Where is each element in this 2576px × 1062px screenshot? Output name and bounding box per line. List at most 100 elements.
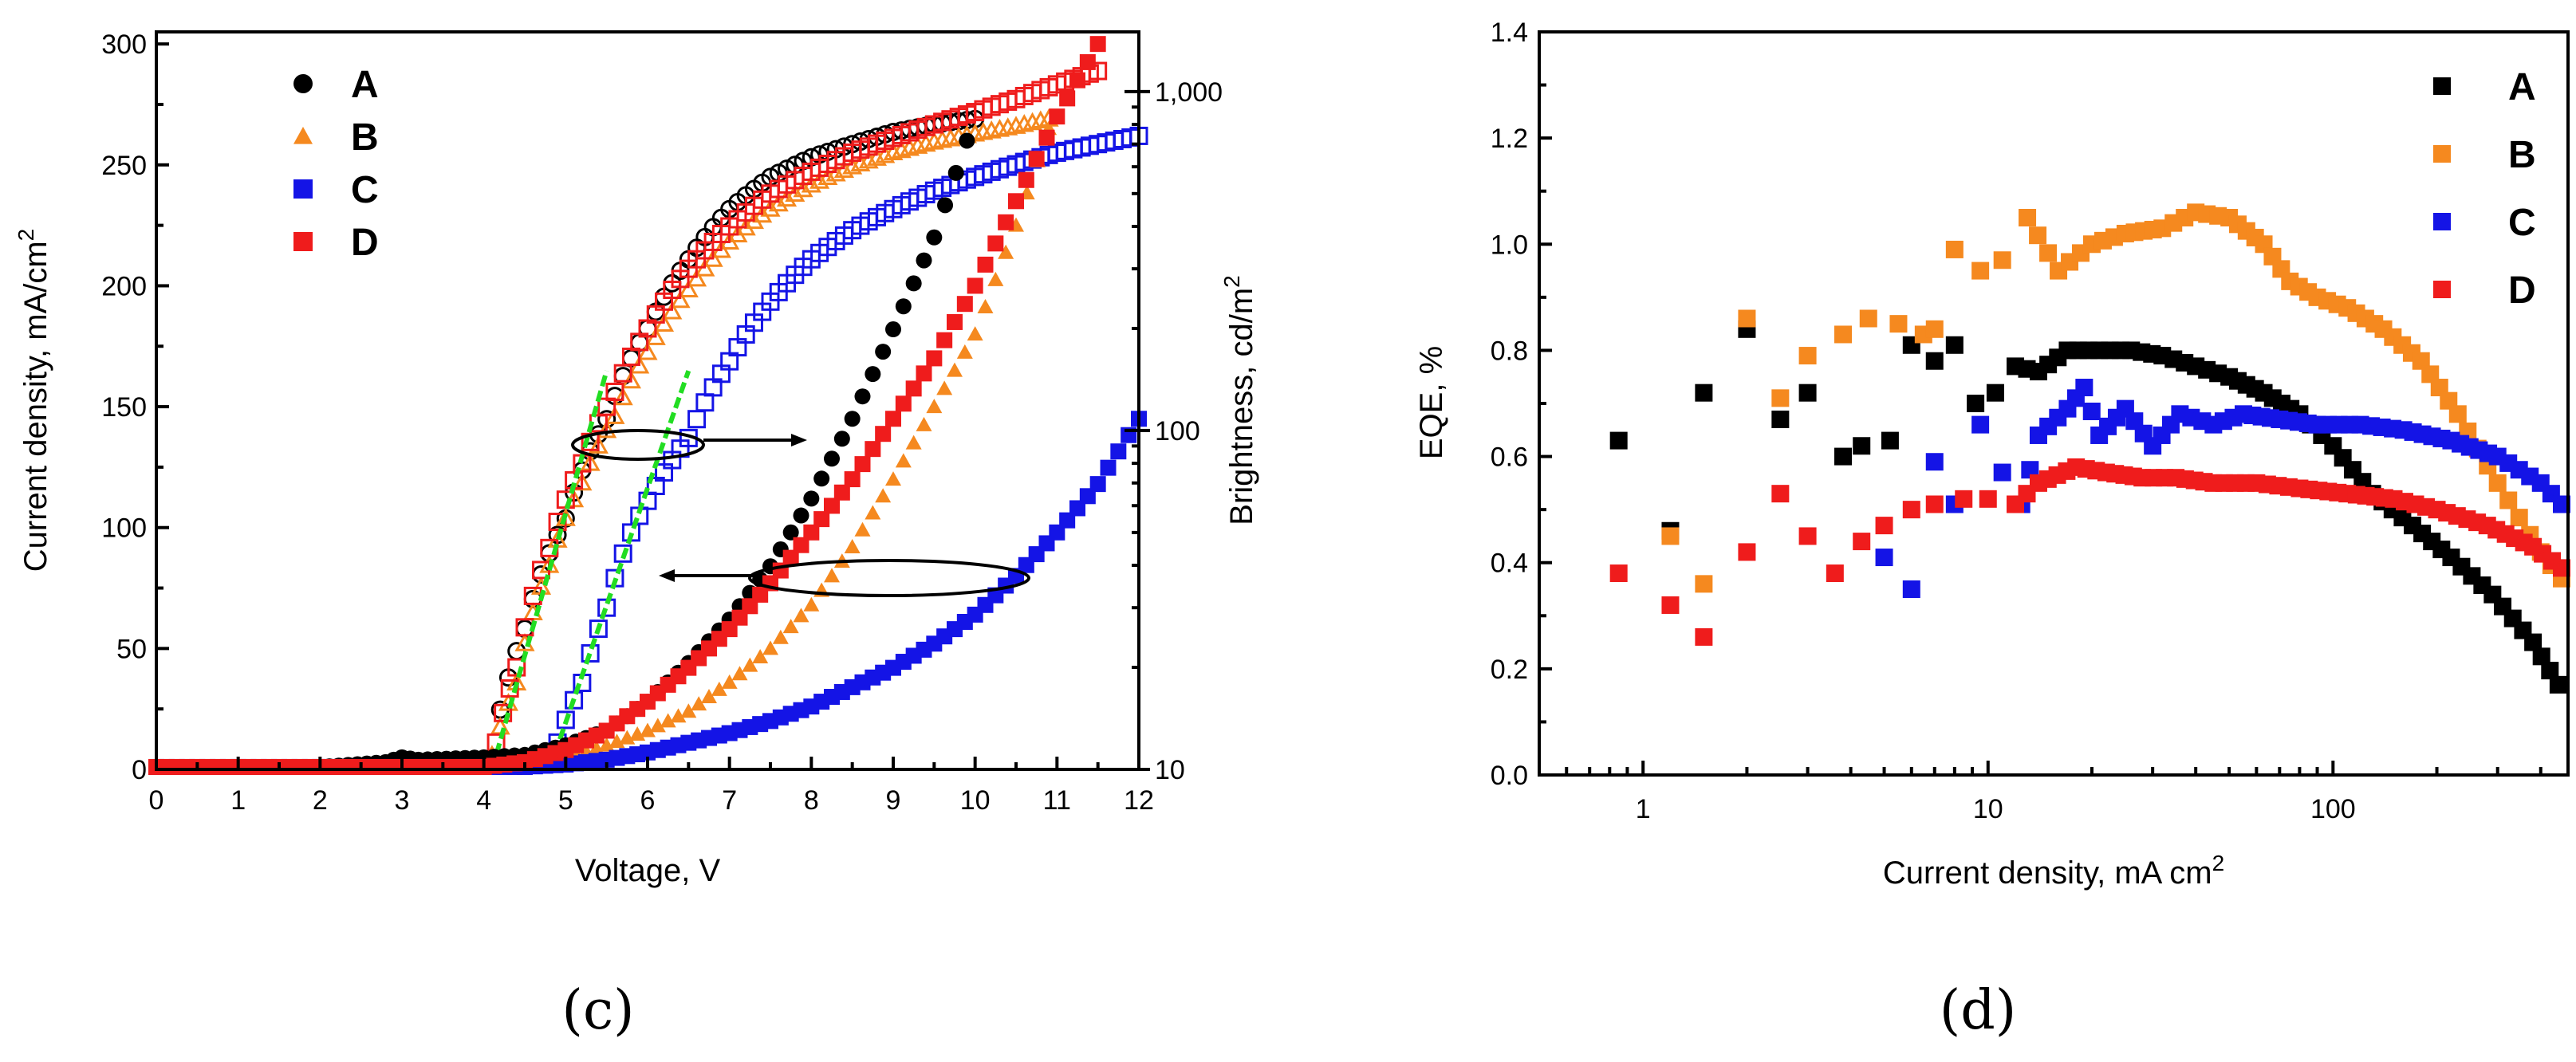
chart-c-brightness-point-b [637,341,658,360]
chart-d-y-tick-label: 0.8 [1491,336,1528,366]
chart-c-brightness-point-b [612,387,633,406]
chart-c-current-point-d [1089,36,1106,53]
chart-d-point-b [1925,320,1944,338]
chart-c-current-point-b [660,713,676,728]
chart-c-current-point-c [1079,488,1096,505]
chart-c-brightness-point-b [687,268,707,287]
chart-c-current-point-d [947,313,963,330]
chart-c-legend-label: B [351,116,379,159]
chart-d-plot-frame [1538,30,2570,777]
chart-c-current-point-d [885,411,901,427]
chart-d-point-a [1986,384,2004,402]
chart-c-current-point-b [649,718,666,733]
chart-c-y2-tick-label: 100 [1155,416,1200,446]
chart-c-x-tick-label: 7 [722,785,737,816]
chart-c-current-point-a [833,431,850,447]
chart-c-current-point-b [691,696,707,711]
chart-c-current-point-d [844,471,861,488]
chart-d-point-b [1738,309,1756,328]
chart-c-current-point-c [1110,443,1127,460]
chart-d-point-a [1967,395,1985,412]
chart-d-point-c [1875,549,1893,567]
chart-d-point-b [1771,389,1790,407]
chart-c-current-point-b [772,629,789,644]
chart-c-brightness-point-b [597,419,617,439]
chart-d-x-tick-label: 100 [2310,794,2356,824]
chart-d-marks [1609,203,2571,694]
chart-c-current-point-b [998,244,1014,259]
chart-d-point-a [1925,352,1944,370]
chart-d-point-c [1902,580,1920,598]
chart-d-point-d [1771,485,1790,503]
chart-c-brightness-point-b [833,159,854,179]
chart-c-brightness-point-d [494,703,513,722]
chart-d-point-b [2440,391,2458,410]
chart-d-y-axis-label: EQE, % [1414,346,1449,459]
chart-c-current-point-b [967,326,983,341]
chart-c-current-point-b [936,380,953,395]
chart-c-current-point-a [813,470,830,487]
chart-d-point-c [2021,461,2039,479]
chart-d-point-c [2553,495,2571,513]
chart-d-point-c [2075,379,2093,397]
chart-c-legend-marker-c [293,179,313,199]
chart-c-current-point-d [875,426,892,442]
chart-c-current-point-d [854,456,871,473]
chart-c-current-point-d [967,277,983,294]
chart-c-y-tick-label: 0 [132,755,147,785]
chart-c-y-ticks: 0 50 100 150 200 250 300 [101,30,169,785]
chart-c-current-point-b [762,640,778,655]
chart-c-x-ticks: 0 1 2 3 4 5 6 7 8 9 10 11 12 [149,757,1154,816]
chart-c-current-point-d [936,332,953,348]
chart-d-legend-marker-d [2433,281,2451,298]
chart-d-point-a [2549,675,2567,694]
chart-d-legend-label: A [2508,66,2536,108]
chart-d-point-a [1695,384,1713,402]
chart-d-point-b [1798,347,1817,365]
chart-c-current-point-c [1049,524,1065,541]
chart-d-point-d [1609,564,1628,583]
chart-c-current-point-c [1100,459,1117,476]
chart-c-brightness-point-b [850,153,871,171]
chart-c-current-point-b [916,416,932,431]
chart-c-current-point-b [854,521,871,537]
chart-d: 1 10 100 0.0 0.2 0.4 0.6 0.8 1.0 1.2 1.4 Current … [1414,18,2571,1042]
chart-d-point-b [1834,325,1853,344]
chart-d-point-c [1925,453,1944,471]
chart-c-current-point-a [916,252,932,269]
chart-c-current-point-b [875,488,892,503]
chart-d-point-b [2421,365,2440,384]
chart-c-current-point-b [844,538,861,553]
chart-d-x-tick-label: 1 [1636,794,1651,824]
chart-d-point-d [2553,559,2571,577]
chart-d-point-b [2019,209,2037,226]
chart-c-x-tick-label: 1 [230,785,246,816]
chart-c-brightness-point-c [589,620,608,639]
chart-c-y2-tick-label: 10 [1155,755,1185,785]
chart-c-current-point-d [916,365,932,382]
chart-c-current-point-d [987,235,1004,252]
chart-c-x-tick-label: 10 [960,785,991,816]
chart-c-current-point-b [793,608,809,623]
chart-d-point-a [1853,437,1871,455]
chart-c-current-point-a [865,366,881,383]
chart-c-y-tick-label: 100 [101,513,147,544]
chart-d-legend-label: C [2508,202,2536,244]
chart-d-point-a [1834,447,1853,466]
chart-d-point-b [2412,352,2430,370]
chart-c-current-point-d [782,549,799,566]
chart-c-brightness-point-b [678,279,699,298]
chart-c-x-axis-label: Voltage, V [575,853,721,888]
chart-c-current-point-b [956,344,973,359]
chart-c-current-point-a [854,388,871,405]
chart-c-current-point-a [905,275,922,292]
chart-c-brightness-point-b [768,193,789,212]
chart-d-point-d [1826,564,1844,583]
chart-c-brightness-point-d [605,382,624,401]
chart-d-legend-label: B [2508,134,2536,176]
chart-d-point-a [2541,662,2559,680]
chart-d-point-b [2029,226,2047,245]
